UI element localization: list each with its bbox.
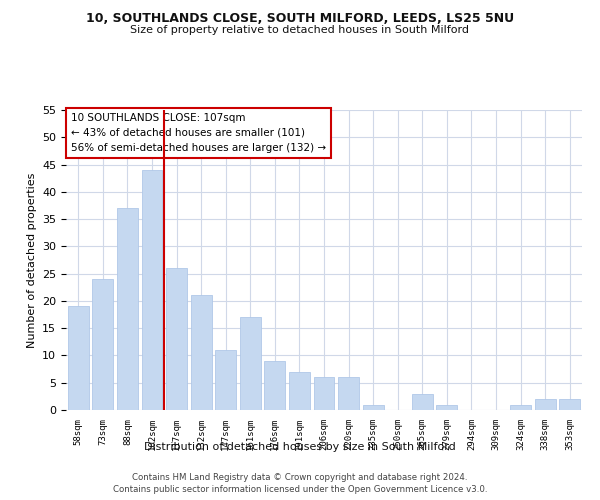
Bar <box>191 296 212 410</box>
Bar <box>142 170 163 410</box>
Bar <box>68 306 89 410</box>
Bar <box>92 279 113 410</box>
Bar <box>117 208 138 410</box>
Bar <box>436 404 457 410</box>
Bar <box>510 404 531 410</box>
Bar <box>412 394 433 410</box>
Y-axis label: Number of detached properties: Number of detached properties <box>26 172 37 348</box>
Text: Contains HM Land Registry data © Crown copyright and database right 2024.: Contains HM Land Registry data © Crown c… <box>132 472 468 482</box>
Text: Distribution of detached houses by size in South Milford: Distribution of detached houses by size … <box>144 442 456 452</box>
Bar <box>314 378 334 410</box>
Text: 10, SOUTHLANDS CLOSE, SOUTH MILFORD, LEEDS, LS25 5NU: 10, SOUTHLANDS CLOSE, SOUTH MILFORD, LEE… <box>86 12 514 26</box>
Bar <box>338 378 359 410</box>
Text: 10 SOUTHLANDS CLOSE: 107sqm
← 43% of detached houses are smaller (101)
56% of se: 10 SOUTHLANDS CLOSE: 107sqm ← 43% of det… <box>71 113 326 152</box>
Bar <box>362 404 383 410</box>
Bar <box>240 318 261 410</box>
Bar <box>535 399 556 410</box>
Text: Size of property relative to detached houses in South Milford: Size of property relative to detached ho… <box>131 25 470 35</box>
Bar <box>265 361 286 410</box>
Bar <box>559 399 580 410</box>
Text: Contains public sector information licensed under the Open Government Licence v3: Contains public sector information licen… <box>113 485 487 494</box>
Bar <box>289 372 310 410</box>
Bar <box>166 268 187 410</box>
Bar <box>215 350 236 410</box>
